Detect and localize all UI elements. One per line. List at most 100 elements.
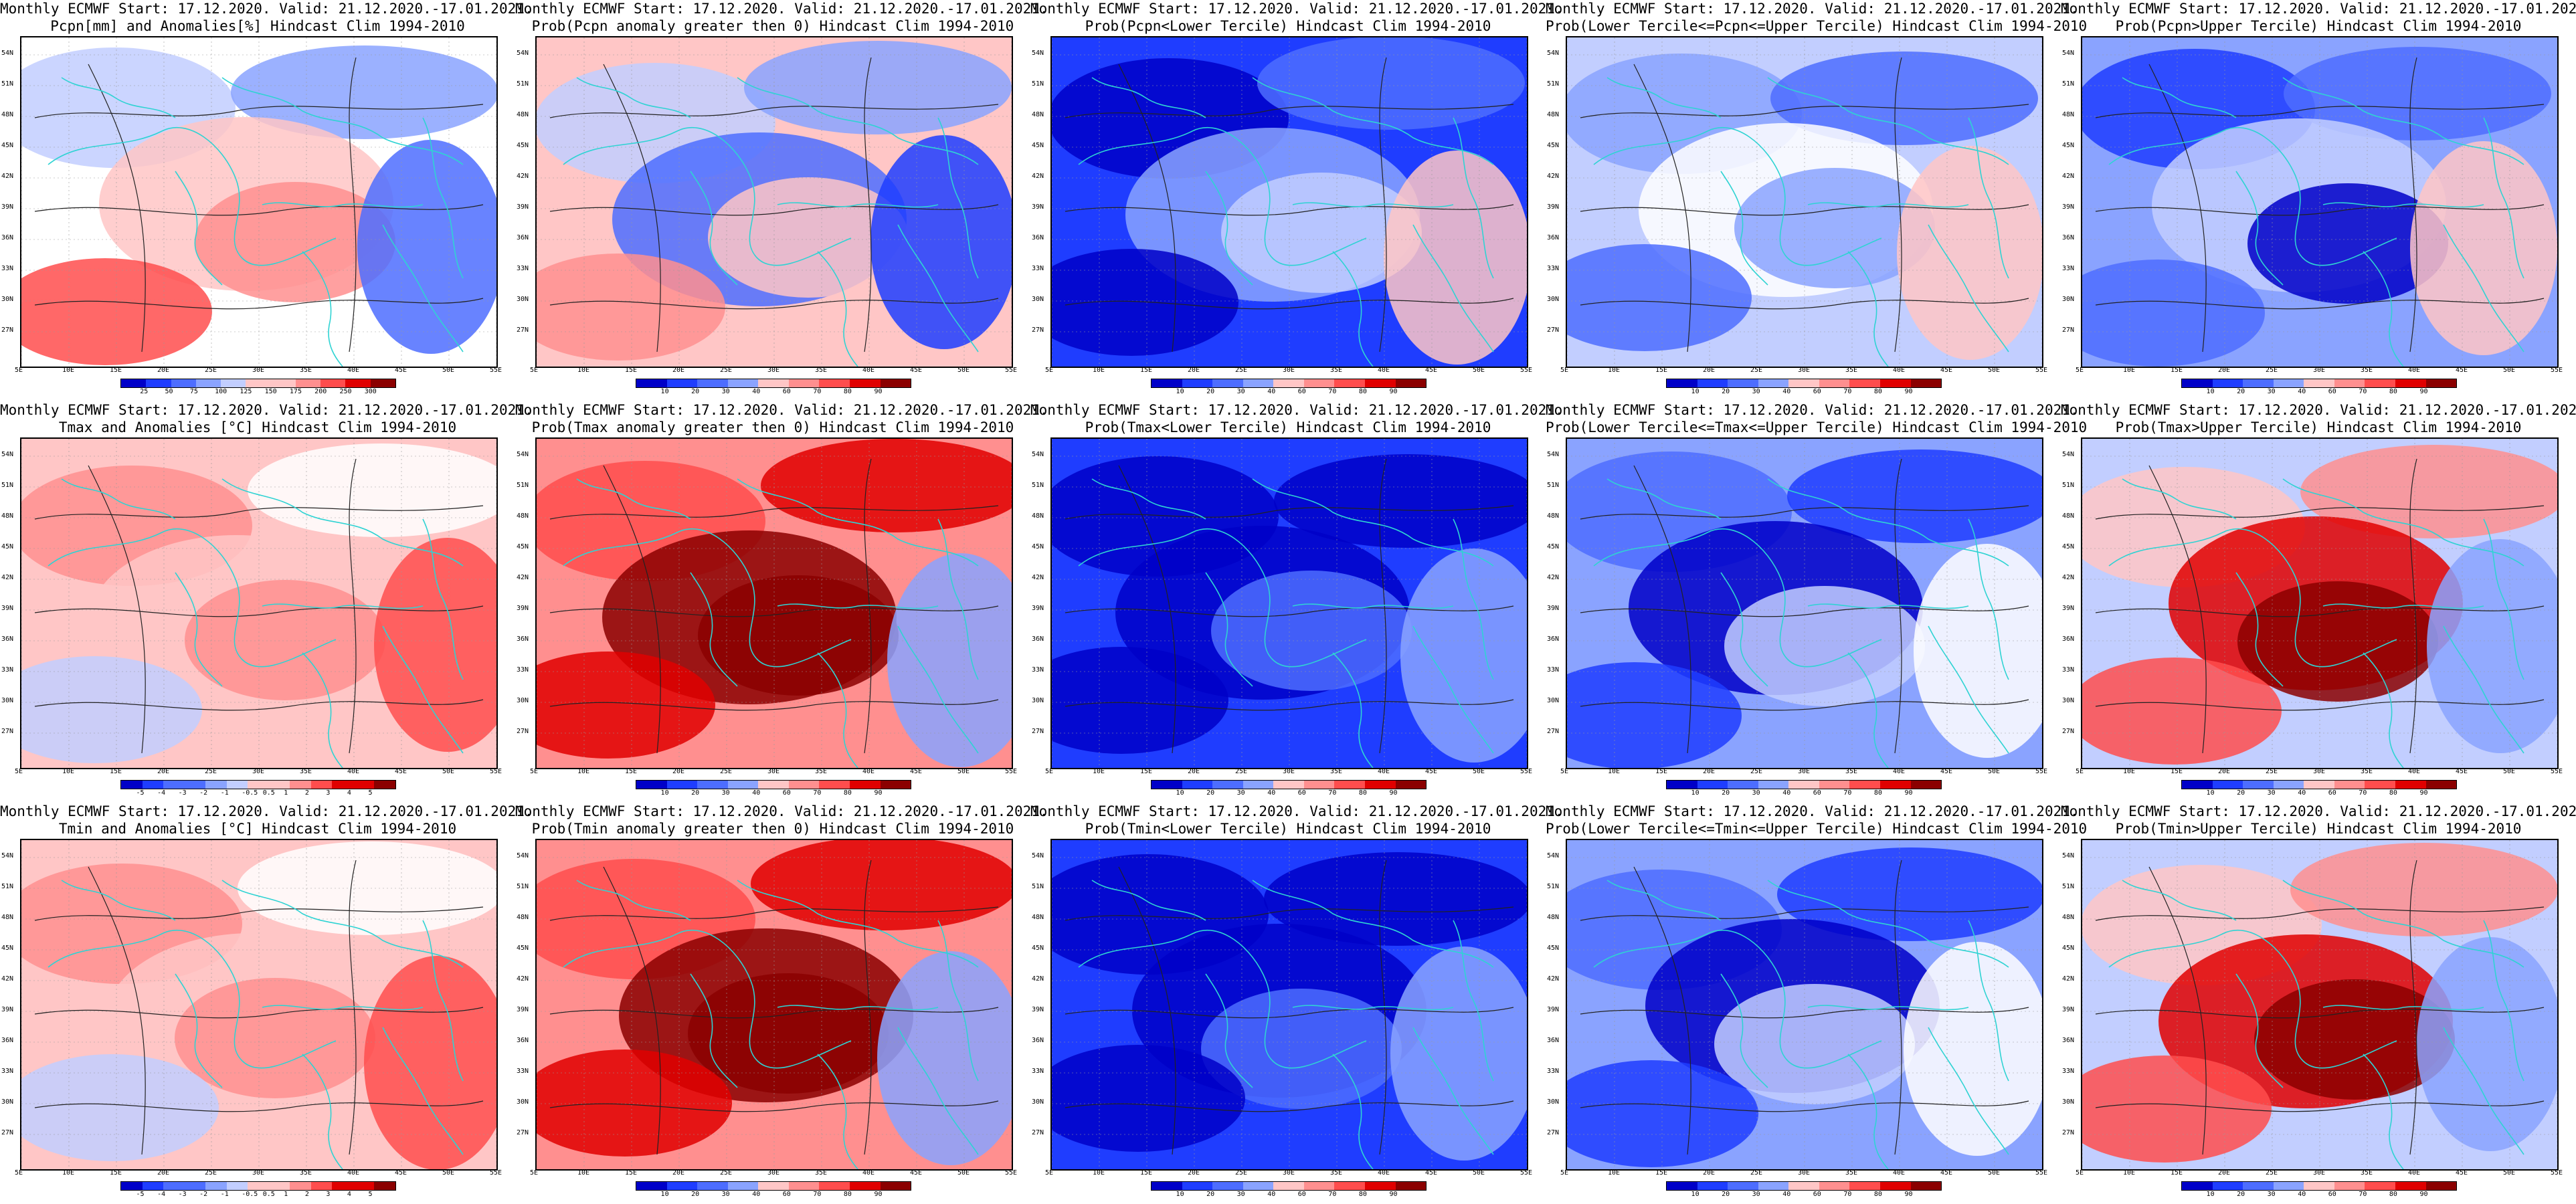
longitude-label: 40E <box>347 367 360 374</box>
color-bar-label: 40 <box>1782 1191 1791 1198</box>
latitude-label: 48N <box>1 111 14 118</box>
coastline <box>1091 77 1206 118</box>
longitude-label: 50E <box>2503 367 2516 374</box>
latitude-label: 36N <box>517 234 529 241</box>
color-bar-segment <box>1849 781 1880 789</box>
longitude-label: 25E <box>1750 768 1763 775</box>
field-shade <box>2082 1056 2272 1163</box>
latitude-label: 51N <box>517 482 529 489</box>
map-area <box>1050 36 1528 368</box>
color-bar-label: 90 <box>874 789 883 797</box>
color-bar <box>636 780 911 789</box>
latitude-label: 30N <box>1 697 14 704</box>
coastline <box>937 117 979 279</box>
color-bar-segment <box>636 1182 667 1190</box>
field-shade <box>1384 150 1527 365</box>
latitude-label: 42N <box>1 975 14 983</box>
longitude-label: 30E <box>1283 1169 1295 1177</box>
longitude-label: 10E <box>62 768 75 775</box>
latitude-label: 54N <box>1547 852 1560 860</box>
panel-title-line1: Monthly ECMWF Start: 17.12.2020. Valid: … <box>0 803 533 819</box>
color-bar-segment <box>1788 1182 1819 1190</box>
color-bar-segment <box>697 379 728 387</box>
latitude-label: 45N <box>1 944 14 952</box>
map-area <box>535 437 1013 769</box>
longitude-label: 5E <box>1560 768 1569 775</box>
latitude-label: 27N <box>517 728 529 735</box>
coastline <box>2108 528 2397 668</box>
coastline <box>576 478 691 520</box>
latitude-label: 45N <box>1547 543 1560 550</box>
latitude-label: 51N <box>1 80 14 88</box>
longitude-label: 50E <box>957 1169 970 1177</box>
color-bar-label: 90 <box>874 1191 883 1198</box>
latitude-label: 48N <box>517 914 529 921</box>
coastline <box>2322 1005 2484 1011</box>
latitude-label: 42N <box>517 574 529 581</box>
panel-title: Monthly ECMWF Start: 17.12.2020. Valid: … <box>1030 803 1564 837</box>
color-bar-segment <box>880 781 911 789</box>
longitude-label: 35E <box>1330 768 1343 775</box>
color-bar-segment <box>226 781 248 789</box>
color-bar <box>2181 780 2457 789</box>
color-bar-segment <box>727 781 759 789</box>
color-bar-label: 300 <box>364 388 377 395</box>
color-bar <box>636 379 911 388</box>
color-bar-segment <box>2182 781 2213 789</box>
map-field <box>2082 840 2557 1169</box>
coastline <box>221 478 464 567</box>
latitude-label: 30N <box>2062 697 2075 704</box>
coastline <box>2235 973 2284 1088</box>
latitude-label: 27N <box>1032 326 1044 334</box>
field-shade <box>248 443 496 537</box>
contour-line <box>549 298 999 310</box>
map-field <box>1567 37 2042 367</box>
longitude-label: 5E <box>2076 367 2084 374</box>
color-bar-label: 20 <box>1722 1191 1730 1198</box>
color-bar-label: -1 <box>220 1191 229 1198</box>
panel-title-line2: Prob(Tmin anomaly greater then 0) Hindca… <box>531 821 1014 837</box>
contour-line <box>1118 465 1176 754</box>
coastline <box>2483 920 2524 1082</box>
color-bar-segment <box>195 379 221 387</box>
field-shade <box>537 1049 732 1157</box>
color-bar-label: 40 <box>2298 789 2306 797</box>
color-bar-segment <box>697 781 728 789</box>
map-area <box>535 839 1013 1171</box>
longitude-label: 20E <box>1703 768 1716 775</box>
map-field <box>21 840 496 1169</box>
latitude-label: 30N <box>1032 697 1044 704</box>
longitude-label: 55E <box>2035 1169 2048 1177</box>
longitude-label: 20E <box>1188 367 1200 374</box>
coastline <box>563 528 852 668</box>
color-bar-segment <box>2365 781 2395 789</box>
color-bar-segment <box>1697 379 1728 387</box>
coastline <box>1593 930 1882 1069</box>
latitude-label: 30N <box>1032 296 1044 303</box>
coastline <box>1205 973 1253 1088</box>
latitude-label: 39N <box>1032 203 1044 211</box>
latitude-label: 42N <box>2062 173 2075 180</box>
longitude-label: 30E <box>2313 1169 2326 1177</box>
longitude-label: 55E <box>2035 768 2048 775</box>
longitude-label: 30E <box>767 367 780 374</box>
color-bar-label: -0.5 <box>242 1191 258 1198</box>
latitude-label: 54N <box>517 49 529 57</box>
latitude-label: 42N <box>1 574 14 581</box>
latitude-label: 39N <box>1 605 14 612</box>
latitude-label: 39N <box>1547 605 1560 612</box>
coastline <box>1593 528 1882 668</box>
longitude-label: 40E <box>2408 367 2421 374</box>
longitude-label: 10E <box>577 367 590 374</box>
longitude-label: 20E <box>672 768 685 775</box>
color-bar-segment <box>1334 1182 1365 1190</box>
longitude-label: 45E <box>1940 367 1953 374</box>
field-shade <box>1052 249 1238 356</box>
latitude-label: 30N <box>2062 1098 2075 1106</box>
color-bar-segment <box>880 379 911 387</box>
longitude-label: 50E <box>2503 1169 2516 1177</box>
latitude-label: 33N <box>517 1068 529 1075</box>
color-bar-label: 40 <box>752 1191 761 1198</box>
color-bar <box>1666 780 1942 789</box>
panel-title: Monthly ECMWF Start: 17.12.2020. Valid: … <box>1546 401 2087 436</box>
